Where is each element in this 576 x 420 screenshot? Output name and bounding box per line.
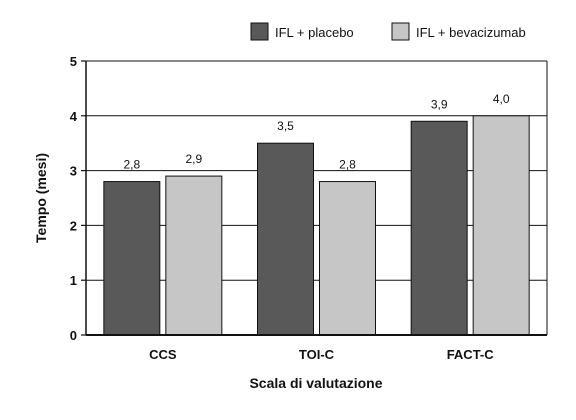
x-tick-label: TOI-C — [299, 347, 335, 362]
legend-label: IFL + placebo — [275, 25, 354, 40]
gridlines — [86, 60, 547, 281]
y-tick-label: 0 — [70, 328, 77, 343]
bar — [319, 181, 376, 336]
data-label: 4,0 — [493, 92, 510, 106]
legend-swatch — [391, 22, 410, 41]
y-tick-label: 3 — [70, 164, 77, 179]
y-tick-label: 1 — [70, 273, 77, 288]
bar — [103, 181, 161, 336]
data-label: 3,5 — [277, 119, 294, 133]
bar — [410, 120, 468, 336]
y-axis-title: Tempo (mesi) — [33, 153, 49, 243]
legend: IFL + placebo IFL + bevacizumab — [250, 22, 526, 41]
bar — [165, 175, 223, 336]
data-label: 2,9 — [185, 152, 202, 166]
x-axis-title: Scala di valutazione — [249, 375, 382, 391]
x-tick-labels: CCS TOI-C FACT-C — [149, 347, 494, 362]
data-labels: 2,8 2,9 3,5 2,8 3,9 4,0 — [123, 92, 509, 172]
data-label: 2,8 — [339, 158, 356, 172]
x-tick-label: CCS — [149, 347, 177, 362]
y-tick-label: 5 — [70, 54, 77, 69]
bar — [472, 115, 530, 336]
bars — [103, 115, 530, 336]
bar — [257, 142, 314, 336]
data-label: 2,8 — [123, 158, 140, 172]
legend-swatch — [250, 22, 269, 41]
data-label: 3,9 — [431, 97, 448, 111]
y-tick-label: 2 — [70, 218, 77, 233]
x-tick-label: FACT-C — [447, 347, 495, 362]
legend-label: IFL + bevacizumab — [416, 25, 526, 40]
y-tick-labels: 0 1 2 3 4 5 — [70, 54, 78, 343]
axes — [81, 60, 548, 336]
y-tick-label: 4 — [70, 109, 78, 124]
